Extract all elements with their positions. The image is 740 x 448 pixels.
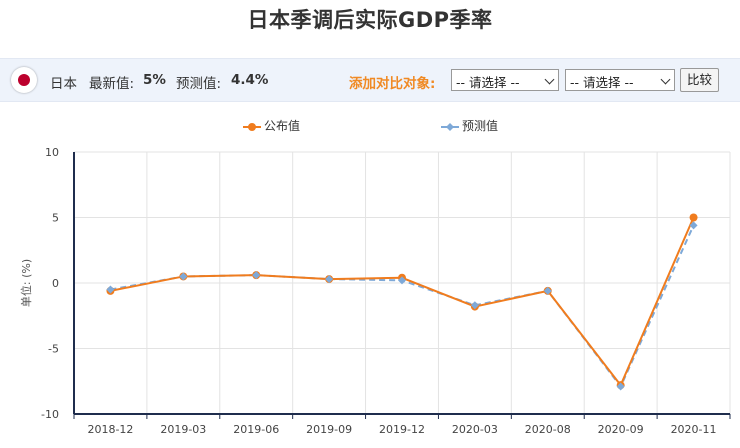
data-point-forecast: [252, 271, 261, 280]
compare-button[interactable]: 比较: [680, 68, 719, 92]
legend-item-actual[interactable]: 公布值: [243, 117, 300, 134]
forecast-value: 4.4%: [231, 72, 269, 88]
data-point-forecast: [543, 286, 552, 295]
x-tick-label: 2020-11: [671, 423, 717, 436]
compare-select-2-value: -- 请选择 --: [570, 75, 634, 90]
data-point-forecast: [179, 272, 188, 281]
series-line-forecast: [110, 224, 695, 389]
x-tick-label: 2019-03: [160, 423, 206, 436]
y-tick-label: 5: [52, 212, 59, 225]
x-tick-label: 2018-12: [87, 423, 133, 436]
y-axis-label: 单位: (%): [19, 259, 33, 307]
page-title: 日本季调后实际GDP季率: [247, 8, 493, 32]
legend-item-forecast[interactable]: 预测值: [441, 117, 498, 134]
series-line-actual: [110, 217, 695, 388]
x-tick-label: 2020-09: [598, 423, 644, 436]
y-tick-label: 0: [52, 277, 59, 290]
x-tick-label: 2020-03: [452, 423, 498, 436]
japan-flag-icon: [11, 67, 37, 93]
y-tick-label: -5: [48, 343, 59, 356]
data-point-actual: [689, 213, 698, 222]
latest-value-label: 最新值:: [89, 76, 135, 92]
legend-actual-label: 公布值: [264, 119, 301, 133]
country-name: 日本: [50, 76, 77, 92]
compare-label: 添加对比对象:: [349, 76, 436, 92]
legend-actual-marker: [243, 122, 261, 131]
x-tick-label: 2019-12: [379, 423, 425, 436]
y-tick-label: -10: [41, 408, 59, 421]
legend-forecast-marker: [441, 122, 459, 131]
latest-value: 5%: [143, 72, 166, 88]
compare-select-1[interactable]: -- 请选择 --: [451, 69, 559, 91]
data-point-forecast: [689, 221, 698, 230]
x-tick-label: 2020-08: [525, 423, 571, 436]
data-point-forecast: [470, 301, 479, 310]
forecast-value-label: 预测值:: [176, 76, 222, 92]
data-point-forecast: [106, 285, 115, 294]
data-point-forecast: [398, 276, 406, 285]
compare-select-2[interactable]: -- 请选择 --: [565, 69, 675, 91]
compare-select-1-value: -- 请选择 --: [456, 75, 520, 90]
data-point-forecast: [325, 275, 334, 284]
info-bar: 日本 最新值: 5% 预测值: 4.4% 添加对比对象: -- 请选择 -- -…: [0, 58, 740, 102]
x-tick-label: 2019-09: [306, 423, 352, 436]
legend-forecast-label: 预测值: [462, 119, 499, 133]
y-tick-label: 10: [45, 146, 59, 159]
data-point-forecast: [616, 382, 625, 391]
x-tick-label: 2019-06: [233, 423, 279, 436]
